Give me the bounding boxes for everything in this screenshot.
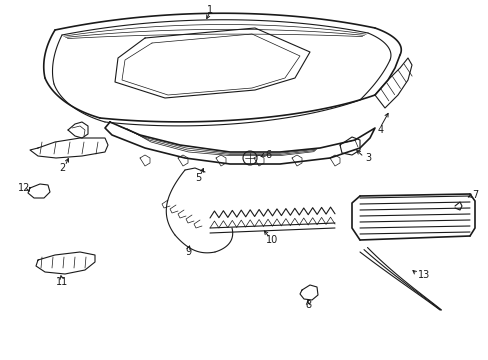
Text: 11: 11	[56, 277, 68, 287]
Text: 7: 7	[471, 190, 477, 200]
Text: 6: 6	[264, 150, 270, 160]
Text: 2: 2	[59, 163, 65, 173]
Text: 10: 10	[265, 235, 278, 245]
Text: 8: 8	[305, 300, 310, 310]
Text: 9: 9	[184, 247, 191, 257]
Text: 4: 4	[377, 125, 384, 135]
Text: 13: 13	[417, 270, 429, 280]
Text: 1: 1	[206, 5, 213, 15]
Text: 5: 5	[195, 173, 201, 183]
Text: 12: 12	[18, 183, 30, 193]
Text: 3: 3	[364, 153, 370, 163]
